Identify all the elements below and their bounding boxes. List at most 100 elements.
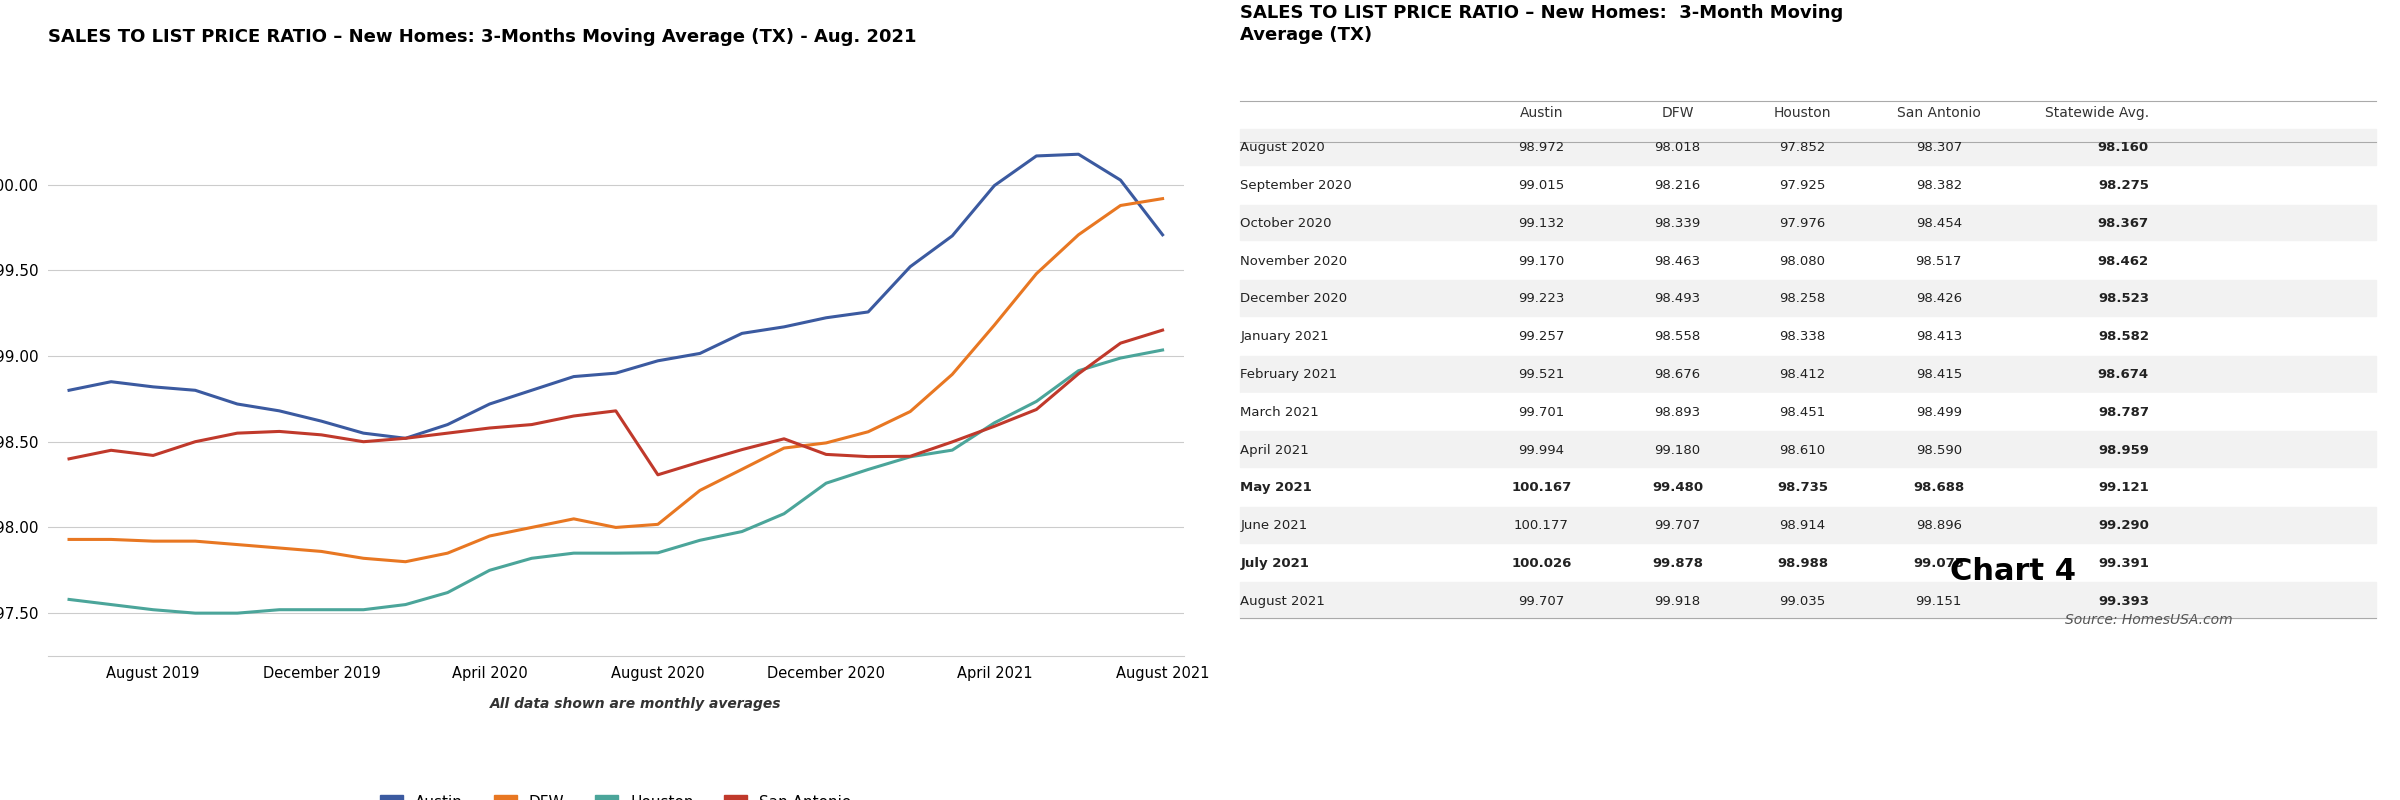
Bar (1241, 205, 2376, 241)
Text: All data shown are monthly averages: All data shown are monthly averages (490, 697, 782, 711)
Text: 99.257: 99.257 (1519, 330, 1565, 343)
Text: 99.035: 99.035 (1778, 595, 1826, 608)
Text: 98.582: 98.582 (2098, 330, 2148, 343)
Text: 100.177: 100.177 (1514, 519, 1570, 532)
Text: 99.290: 99.290 (2098, 519, 2148, 532)
Text: Source: HomesUSA.com: Source: HomesUSA.com (2064, 613, 2232, 627)
Text: 98.307: 98.307 (1915, 142, 1961, 154)
Text: November 2020: November 2020 (1241, 254, 1346, 268)
Text: July 2021: July 2021 (1241, 557, 1310, 570)
Bar (1241, 394, 2376, 430)
Text: 98.988: 98.988 (1776, 557, 1829, 570)
Text: 99.075: 99.075 (1913, 557, 1963, 570)
Text: 98.382: 98.382 (1915, 179, 1961, 192)
Text: 98.959: 98.959 (2098, 444, 2148, 457)
Text: 98.674: 98.674 (2098, 368, 2148, 381)
Bar (1241, 431, 2376, 467)
Text: 98.787: 98.787 (2098, 406, 2148, 419)
Text: 98.339: 98.339 (1654, 217, 1702, 230)
Text: June 2021: June 2021 (1241, 519, 1308, 532)
Text: 98.676: 98.676 (1654, 368, 1702, 381)
Text: 98.610: 98.610 (1778, 444, 1826, 457)
Bar (1241, 242, 2376, 278)
Text: 99.701: 99.701 (1519, 406, 1565, 419)
Text: 98.896: 98.896 (1915, 519, 1961, 532)
Text: August 2021: August 2021 (1241, 595, 1325, 608)
Text: 99.132: 99.132 (1519, 217, 1565, 230)
Text: SALES TO LIST PRICE RATIO – New Homes:  3-Month Moving
Average (TX): SALES TO LIST PRICE RATIO – New Homes: 3… (1241, 4, 1843, 44)
Text: 99.707: 99.707 (1519, 595, 1565, 608)
Text: December 2020: December 2020 (1241, 293, 1346, 306)
Text: 100.167: 100.167 (1512, 482, 1572, 494)
Text: 99.918: 99.918 (1654, 595, 1702, 608)
Text: San Antonio: San Antonio (1896, 106, 1980, 120)
Text: 99.180: 99.180 (1654, 444, 1702, 457)
Text: 99.151: 99.151 (1915, 595, 1961, 608)
Bar (1241, 507, 2376, 543)
Text: 98.451: 98.451 (1778, 406, 1826, 419)
Text: 99.521: 99.521 (1519, 368, 1565, 381)
Text: 99.015: 99.015 (1519, 179, 1565, 192)
Text: 98.499: 98.499 (1915, 406, 1961, 419)
Text: March 2021: March 2021 (1241, 406, 1320, 419)
Text: 98.558: 98.558 (1654, 330, 1702, 343)
Text: 98.160: 98.160 (2098, 142, 2148, 154)
Text: April 2021: April 2021 (1241, 444, 1308, 457)
Text: Statewide Avg.: Statewide Avg. (2045, 106, 2148, 120)
Text: 97.976: 97.976 (1778, 217, 1826, 230)
Bar (1241, 129, 2376, 165)
Text: 98.462: 98.462 (2098, 254, 2148, 268)
Legend: Austin, DFW, Houston, San Antonio: Austin, DFW, Houston, San Antonio (374, 789, 857, 800)
Text: August 2020: August 2020 (1241, 142, 1325, 154)
Text: SALES TO LIST PRICE RATIO – New Homes: 3-Months Moving Average (TX) - Aug. 2021: SALES TO LIST PRICE RATIO – New Homes: 3… (48, 28, 917, 46)
Text: February 2021: February 2021 (1241, 368, 1337, 381)
Text: 98.412: 98.412 (1778, 368, 1826, 381)
Bar (1241, 469, 2376, 505)
Text: January 2021: January 2021 (1241, 330, 1330, 343)
Text: 98.367: 98.367 (2098, 217, 2148, 230)
Text: 98.216: 98.216 (1654, 179, 1702, 192)
Text: 98.080: 98.080 (1778, 254, 1826, 268)
Text: 98.413: 98.413 (1915, 330, 1961, 343)
Bar (1241, 582, 2376, 618)
Text: 98.523: 98.523 (2098, 293, 2148, 306)
Text: 99.878: 99.878 (1651, 557, 1704, 570)
Text: 99.170: 99.170 (1519, 254, 1565, 268)
Text: 98.463: 98.463 (1654, 254, 1702, 268)
Text: 98.493: 98.493 (1654, 293, 1702, 306)
Text: 99.391: 99.391 (2098, 557, 2148, 570)
Text: 98.688: 98.688 (1913, 482, 1966, 494)
Text: 98.893: 98.893 (1654, 406, 1702, 419)
Text: 97.852: 97.852 (1778, 142, 1826, 154)
Text: 100.026: 100.026 (1512, 557, 1572, 570)
Text: May 2021: May 2021 (1241, 482, 1313, 494)
Text: 99.994: 99.994 (1519, 444, 1565, 457)
Text: Houston: Houston (1774, 106, 1831, 120)
Bar (1241, 166, 2376, 202)
Text: Chart 4: Chart 4 (1949, 558, 2076, 586)
Text: DFW: DFW (1661, 106, 1694, 120)
Text: 99.121: 99.121 (2098, 482, 2148, 494)
Text: 98.735: 98.735 (1776, 482, 1829, 494)
Text: 99.707: 99.707 (1654, 519, 1702, 532)
Text: 99.480: 99.480 (1651, 482, 1704, 494)
Bar (1241, 545, 2376, 581)
Text: 98.972: 98.972 (1519, 142, 1565, 154)
Text: 98.275: 98.275 (2098, 179, 2148, 192)
Text: 99.223: 99.223 (1519, 293, 1565, 306)
Text: 98.454: 98.454 (1915, 217, 1961, 230)
Text: 98.426: 98.426 (1915, 293, 1961, 306)
Text: October 2020: October 2020 (1241, 217, 1332, 230)
Text: 98.415: 98.415 (1915, 368, 1961, 381)
Text: 97.925: 97.925 (1778, 179, 1826, 192)
Text: 98.914: 98.914 (1778, 519, 1826, 532)
Text: 98.018: 98.018 (1654, 142, 1702, 154)
Text: 98.258: 98.258 (1778, 293, 1826, 306)
Text: September 2020: September 2020 (1241, 179, 1351, 192)
Bar (1241, 356, 2376, 392)
Text: 98.517: 98.517 (1915, 254, 1961, 268)
Text: 98.338: 98.338 (1778, 330, 1826, 343)
Bar (1241, 280, 2376, 316)
Text: 98.590: 98.590 (1915, 444, 1961, 457)
Bar (1241, 318, 2376, 354)
